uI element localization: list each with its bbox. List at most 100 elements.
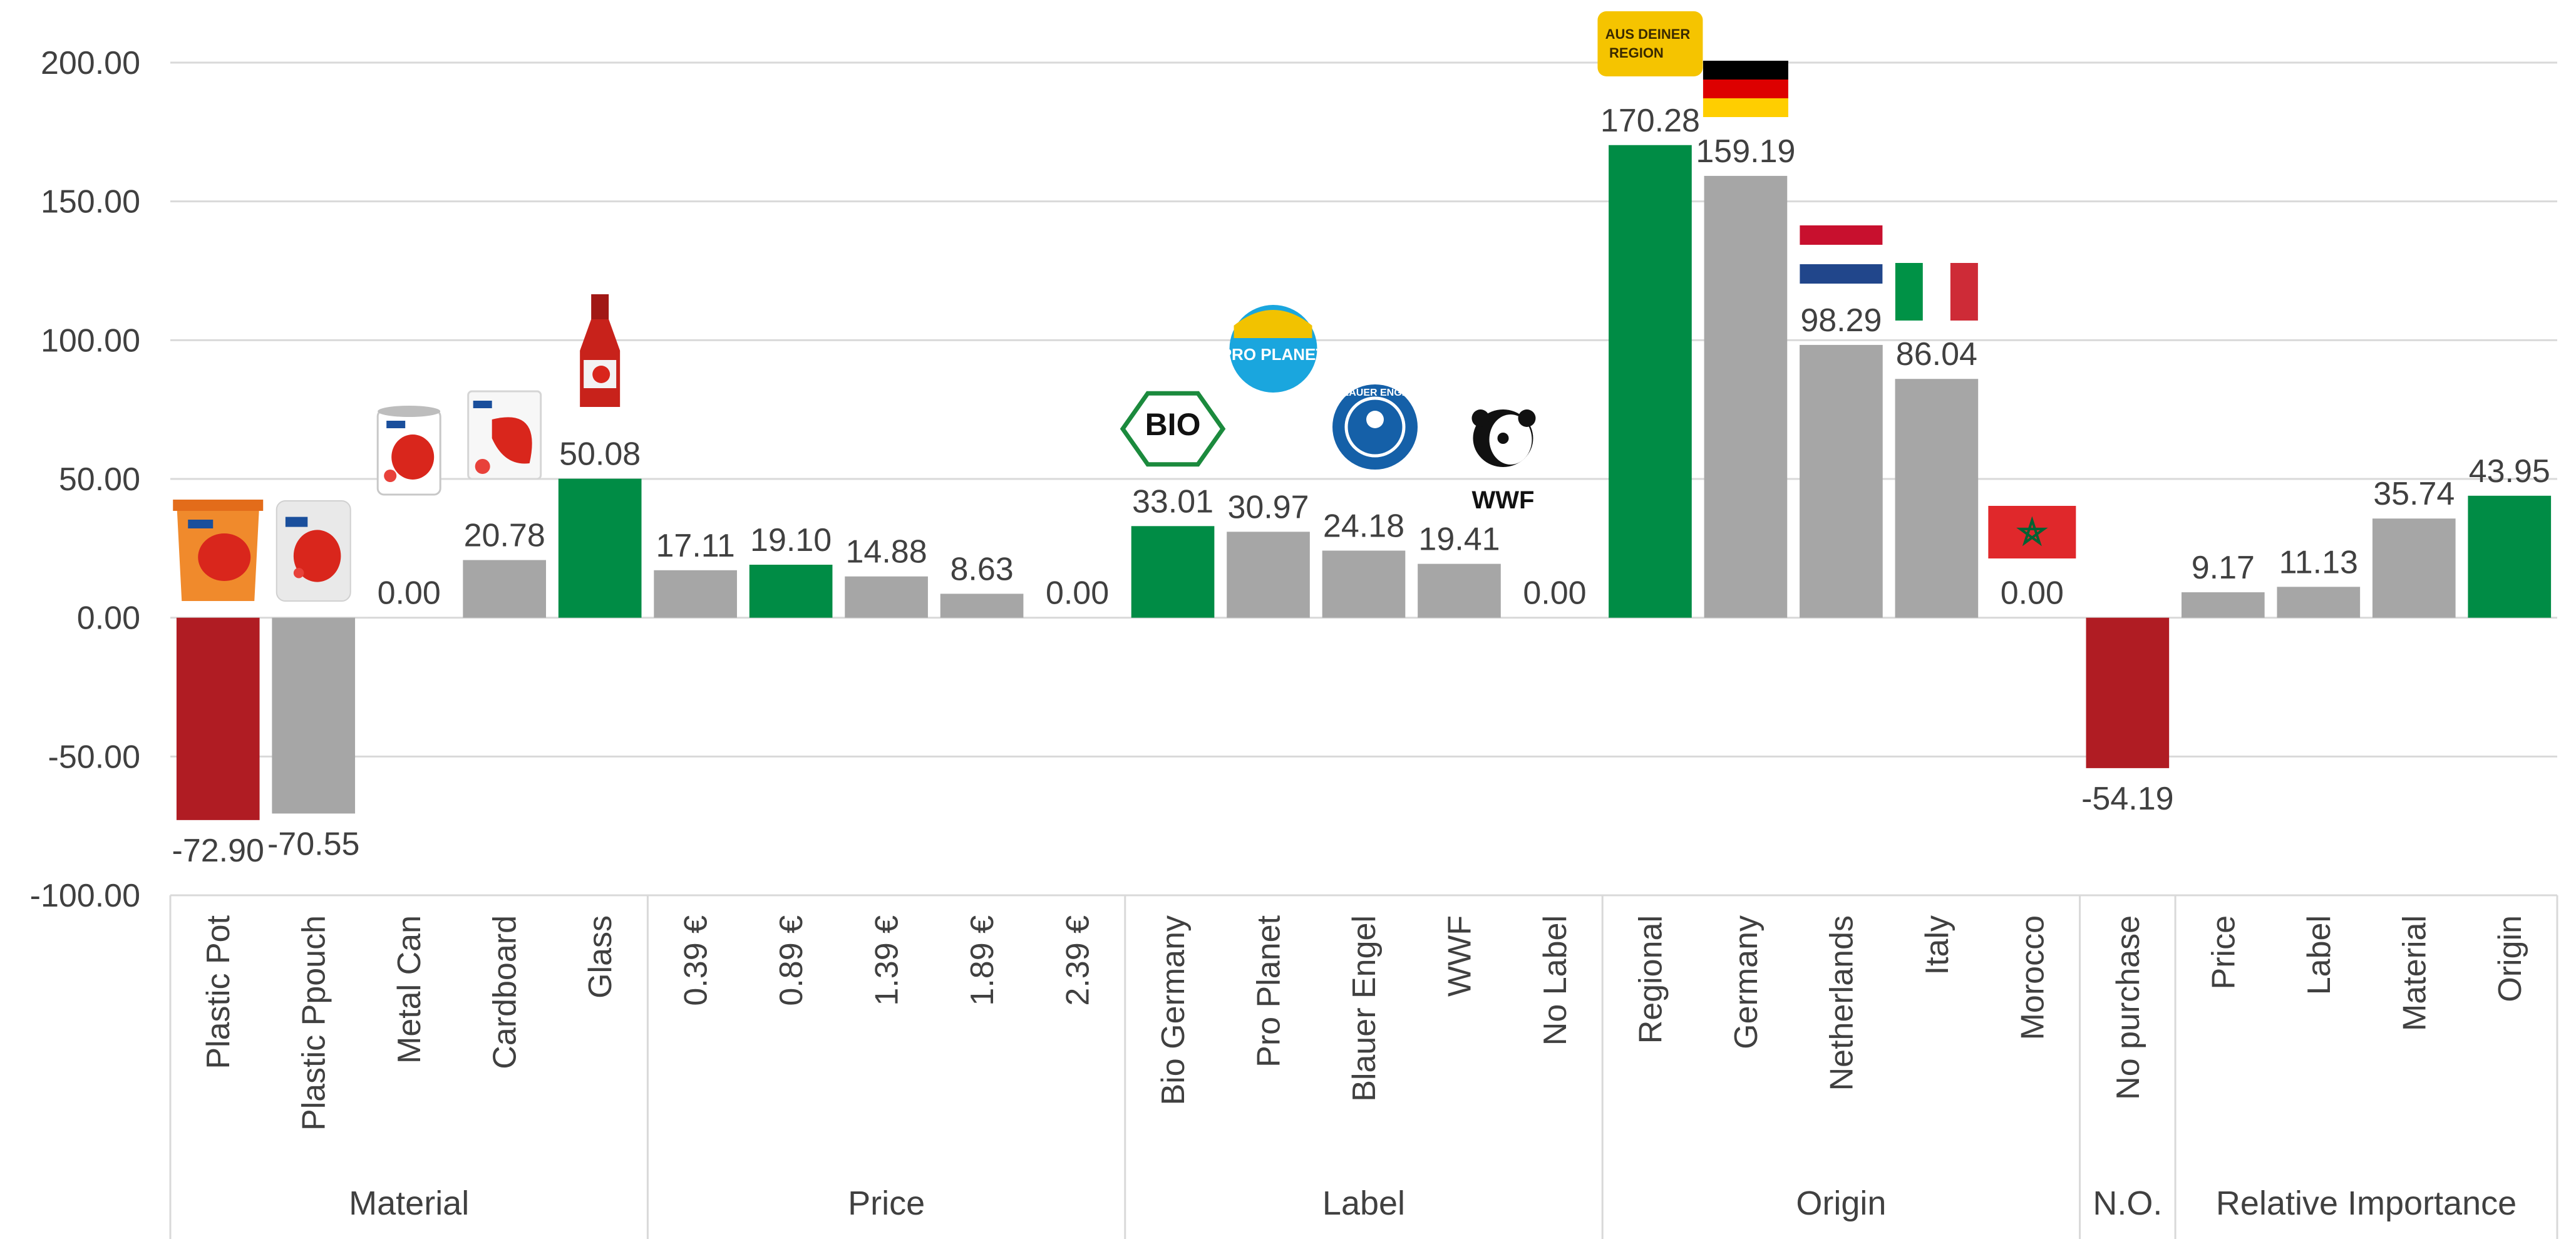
bar-price — [2181, 592, 2265, 618]
cardboard-product-icon — [467, 390, 542, 480]
data-label: 11.13 — [2279, 544, 2358, 580]
category-label: Plastic Ppouch — [296, 915, 332, 1131]
gridlines — [169, 61, 2558, 1239]
y-tick-label: -50.00 — [48, 739, 140, 775]
bar-bio-germany — [1131, 526, 1215, 618]
category-label: Label — [2301, 915, 2337, 995]
bar-origin — [2468, 495, 2552, 618]
category-label: 0.39 € — [678, 915, 714, 1006]
category-label: 1.39 € — [869, 915, 905, 1006]
category-label: Origin — [2492, 915, 2528, 1002]
data-label: 19.10 — [750, 522, 832, 558]
category-label: Netherlands — [1823, 915, 1860, 1091]
data-label: 14.88 — [846, 534, 927, 570]
plastic-pouch-product-icon — [276, 500, 351, 602]
category-label: Metal Can — [391, 915, 428, 1064]
category-label: 1.89 € — [964, 915, 1001, 1006]
group-label-origin: Origin — [1796, 1185, 1886, 1222]
italy-flag-icon — [1895, 263, 1978, 321]
bar-regional — [1609, 145, 1692, 618]
bar-plastic-ppouch — [272, 617, 356, 814]
bar-no-purchase — [2086, 617, 2170, 768]
glass-bottle-product-icon — [580, 294, 621, 407]
data-label: 159.19 — [1696, 133, 1795, 170]
bar-1-89-eur — [940, 594, 1024, 618]
y-tick-label: 50.00 — [59, 461, 140, 498]
bar-plastic-pot — [176, 617, 260, 820]
bio-seal-icon: BIO — [1120, 391, 1226, 467]
y-axis: -100.00 -50.00 0.00 50.00 100.00 150.00 200.00 — [30, 45, 140, 914]
y-tick-label: 0.00 — [77, 600, 140, 637]
bar-pro-planet — [1227, 532, 1310, 618]
data-label: 170.28 — [1600, 103, 1700, 139]
bar-wwf — [1418, 563, 1501, 618]
data-label: 98.29 — [1800, 302, 1882, 339]
category-label: No purchase — [2110, 915, 2146, 1100]
data-label: 0.00 — [1523, 575, 1586, 612]
category-label: Price — [2205, 915, 2242, 989]
bar-label — [2277, 587, 2361, 618]
group-label-material: Material — [349, 1185, 469, 1222]
svg-text:BLAUER ENGEL: BLAUER ENGEL — [1336, 388, 1414, 398]
group-label-label: Label — [1322, 1185, 1405, 1222]
y-tick-label: 200.00 — [41, 45, 140, 81]
svg-text:PRO PLANET: PRO PLANET — [1221, 345, 1326, 364]
bar-netherlands — [1800, 344, 1883, 618]
y-tick-label: -100.00 — [30, 878, 140, 914]
data-label: 24.18 — [1323, 508, 1404, 544]
category-label: No Label — [1537, 915, 1574, 1046]
group-label-n-o: N.O. — [2093, 1185, 2162, 1222]
blauer-engel-logo-icon: BLAUER ENGEL — [1332, 384, 1418, 470]
category-label: Cardboard — [487, 915, 523, 1069]
category-label: Bio Germany — [1155, 915, 1192, 1105]
svg-text:BIO: BIO — [1145, 407, 1201, 442]
data-label: 0.00 — [2001, 575, 2064, 612]
data-label: 0.00 — [378, 575, 441, 612]
bar-0-39-eur — [654, 570, 737, 618]
data-label: 86.04 — [1896, 336, 1977, 373]
germany-flag-icon — [1703, 61, 1788, 117]
svg-text:REGION: REGION — [1609, 45, 1664, 61]
category-label: 0.89 € — [773, 915, 810, 1006]
category-label: Plastic Pot — [200, 915, 237, 1069]
bar-italy — [1895, 379, 1979, 618]
category-label: Regional — [1632, 915, 1669, 1044]
data-label: 0.00 — [1046, 575, 1109, 612]
svg-text:WWF: WWF — [1472, 486, 1535, 514]
data-label: 35.74 — [2373, 476, 2455, 512]
group-label-price: Price — [848, 1185, 925, 1222]
category-label: Pro Planet — [1251, 915, 1287, 1067]
data-label: 20.78 — [464, 518, 545, 554]
group-label-relative-importance: Relative Importance — [2216, 1185, 2517, 1222]
bar-germany — [1704, 175, 1788, 618]
y-tick-label: 150.00 — [41, 184, 140, 220]
bar-cardboard — [463, 560, 547, 618]
data-label: 17.11 — [656, 528, 734, 564]
x-axis-categories: Material Price Label Origin N.O. Relative Imp… — [200, 915, 2528, 1222]
data-label: 8.63 — [950, 551, 1013, 587]
category-label: WWF — [1441, 915, 1478, 997]
category-label: 2.39 € — [1060, 915, 1096, 1006]
category-label: Morocco — [2014, 915, 2051, 1040]
bars — [176, 145, 2552, 820]
data-label: 33.01 — [1132, 483, 1213, 520]
data-label: 50.08 — [559, 436, 641, 473]
data-label: -72.90 — [172, 833, 264, 869]
category-label: Germany — [1728, 915, 1765, 1049]
data-label: 43.95 — [2469, 453, 2550, 490]
bar-0-89-eur — [749, 564, 833, 618]
data-label: -70.55 — [267, 826, 359, 862]
metal-can-product-icon — [376, 406, 441, 496]
pro-planet-logo-icon: PRO PLANET — [1221, 305, 1326, 393]
plastic-pot-product-icon — [173, 500, 264, 601]
regional-badge-icon: AUS DEINER REGION — [1597, 11, 1703, 76]
data-labels: -72.90 -70.55 0.00 20.78 50.08 17.11 19.10 14.8… — [172, 103, 2550, 869]
svg-text:AUS DEINER: AUS DEINER — [1605, 26, 1691, 42]
bar-material — [2372, 518, 2456, 618]
data-label: 30.97 — [1227, 489, 1309, 525]
morocco-flag-icon — [1988, 506, 2076, 558]
y-tick-label: 100.00 — [41, 322, 140, 359]
category-label: Italy — [1919, 915, 1955, 975]
data-label: -54.19 — [2081, 781, 2173, 817]
